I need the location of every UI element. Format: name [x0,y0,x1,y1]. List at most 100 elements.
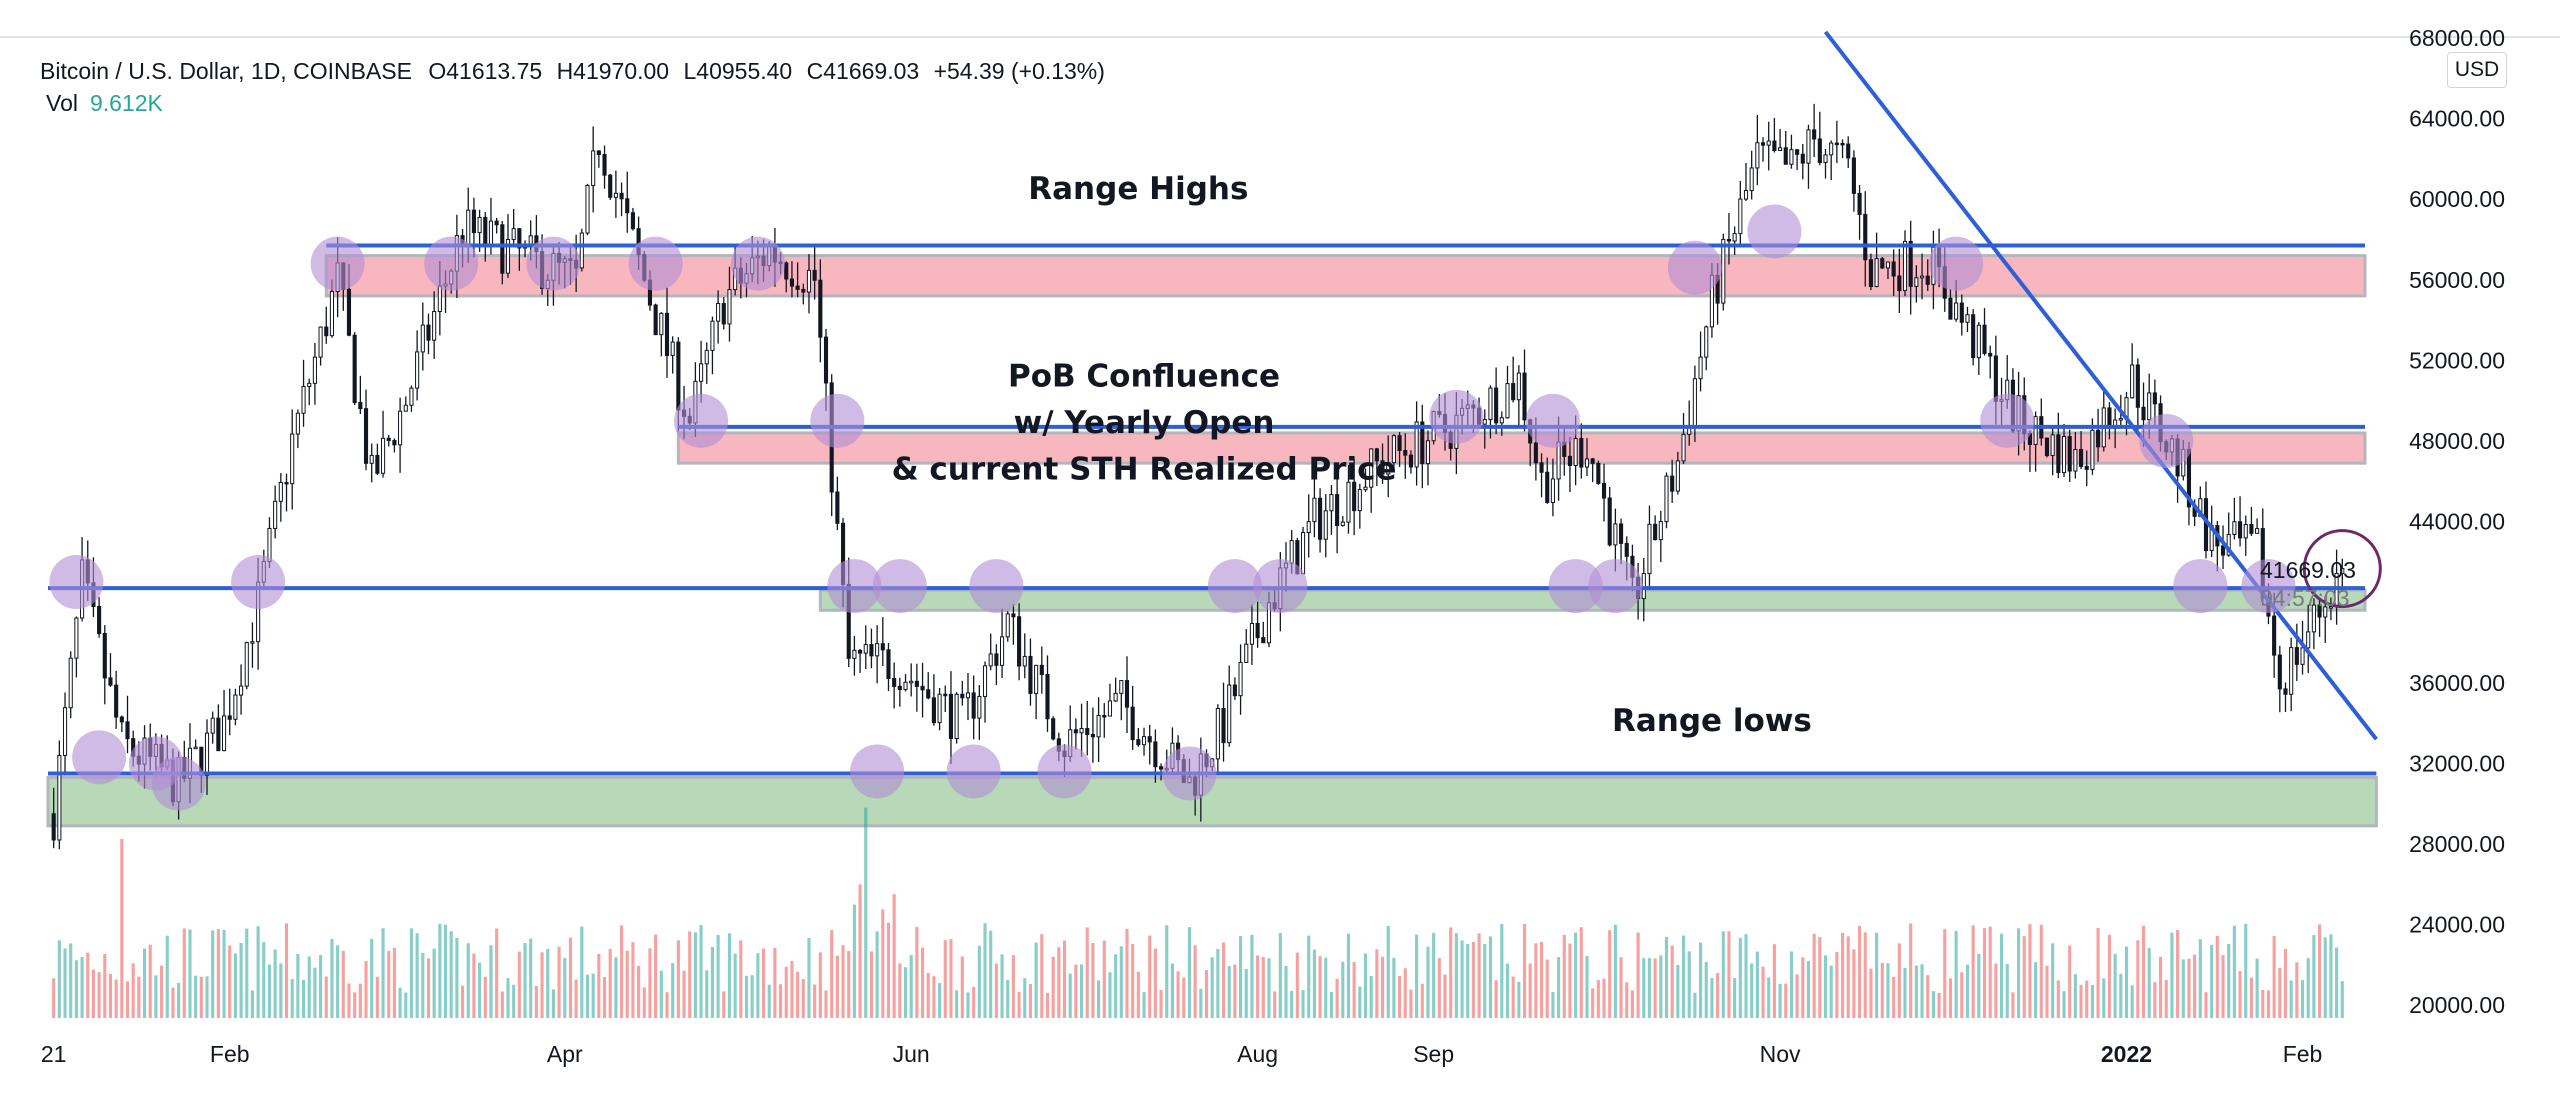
candle [625,171,630,233]
volume-bar [2193,954,2197,1018]
volume-bar [2062,991,2066,1018]
volume-bar [534,985,538,1018]
candle [1141,727,1147,756]
volume-bar [1670,945,1674,1018]
candle [1601,463,1607,522]
candle [818,259,823,363]
volume-bar [2102,978,2106,1018]
volume-bar [688,931,692,1018]
candle [1238,644,1243,715]
candle [886,643,891,692]
volume-bar [347,983,351,1018]
touch-circle [72,730,127,785]
volume-bar [989,930,993,1018]
candle [1420,404,1425,489]
candle [2084,450,2089,487]
volume-bar [1028,983,1033,1018]
ohlc-change: +54.39 (+0.13%) [933,58,1105,84]
volume-bar [1613,924,1617,1018]
candle [221,689,227,752]
candle [1885,261,1891,280]
volume-bar [858,884,862,1018]
volume-bar [807,938,811,1018]
candle [1550,458,1555,517]
volume-bar [2204,992,2208,1018]
candle [1039,646,1044,694]
candle [1352,458,1357,536]
touch-circle [1747,204,1802,259]
candle [1925,259,1930,291]
volume-bar [52,978,56,1018]
candle [1664,472,1669,529]
volume-bar [972,986,976,1018]
volume-bar [1687,951,1691,1018]
candle [1227,665,1232,747]
volume-bar [2232,925,2236,1018]
volume-bar [886,922,891,1018]
volume-bar [637,965,641,1018]
volume-bar [2039,924,2043,1018]
volume-bar [2119,973,2123,1018]
candle [1806,124,1811,189]
volume-bar [415,933,419,1018]
candle [806,254,812,314]
candle [1812,103,1817,157]
candle [108,653,113,687]
volume-bar [2329,934,2333,1018]
y-tick-label: 68000.00 [2409,25,2505,51]
volume-bar [1897,943,1901,1018]
bar-countdown: 04:57:03 [2260,585,2350,611]
volume-bar [1227,966,1231,1018]
candle [1579,423,1584,479]
volume-bar [1091,943,1095,1018]
volume-bar [2045,965,2049,1018]
volume-bar [160,965,164,1018]
zone-resistance-1 [676,431,2367,465]
descending-trendline[interactable] [1823,30,2378,741]
volume-bar [2210,944,2214,1018]
volume-bar [903,967,908,1018]
candle [971,675,976,740]
annotation-range-lows: Range lows [1612,703,1812,739]
volume-bar [620,925,624,1018]
volume-bar [142,948,147,1018]
volume-bar [1852,949,1856,1018]
candle [1766,121,1771,171]
volume-bar [1608,930,1612,1018]
symbol-title: Bitcoin / U.S. Dollar, 1D, COINBASE [40,58,412,84]
volume-bar [1460,940,1464,1018]
volume-bar [580,926,584,1018]
candle [1073,718,1078,750]
candle [380,410,386,478]
volume-bar [1784,983,1788,1018]
candle [324,306,329,344]
candle [943,685,948,712]
candle [2033,411,2038,472]
touch-circle [2173,559,2228,614]
symbol-legend: Bitcoin / U.S. Dollar, 1D, COINBASE O416… [40,52,1113,90]
touch-circle [1929,236,1984,291]
touch-circle [151,756,206,811]
volume-bar [1954,930,1958,1018]
candle [1738,180,1743,245]
volume-bar [1170,963,1174,1018]
candle [363,389,369,471]
candle [1397,432,1402,467]
volume-bar [585,974,590,1018]
y-tick-label: 56000.00 [2409,267,2505,293]
candle [863,625,868,670]
y-tick-label: 48000.00 [2409,428,2505,454]
candle [233,688,238,726]
volume-bar [1795,974,1799,1018]
volume-bar [1875,932,1879,1018]
candle [216,704,221,752]
volume-bar [2130,985,2134,1018]
volume-bar [108,973,113,1018]
volume-bar [1449,927,1453,1018]
volume-bar [1562,934,1566,1018]
touch-circle [628,236,683,291]
volume-bar [1818,937,1822,1018]
currency-button[interactable]: USD [2447,52,2507,88]
